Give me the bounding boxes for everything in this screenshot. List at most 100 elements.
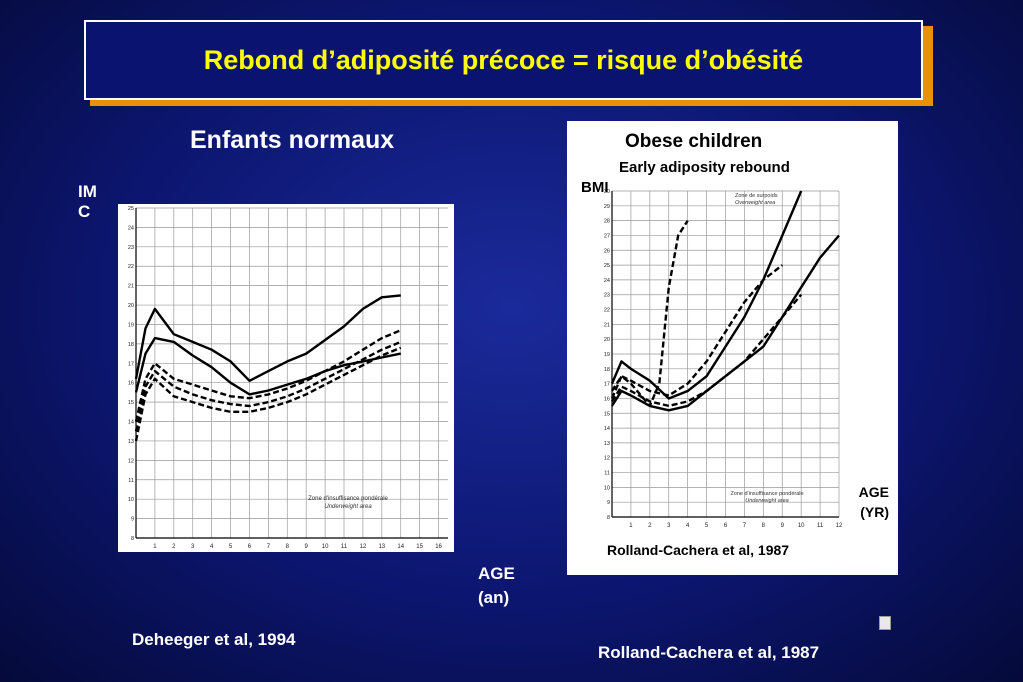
y-tick-label: 28: [604, 219, 610, 225]
y-tick-label: 16: [128, 381, 134, 387]
x-tick-label: 10: [798, 523, 805, 529]
x-tick-label: 4: [686, 523, 690, 529]
x-tick-label: 6: [248, 544, 252, 550]
y-tick-label: 20: [604, 337, 610, 343]
slide-title: Rebond d’adiposité précoce = risque d’ob…: [203, 44, 804, 75]
chart-title: Obese children: [625, 131, 762, 152]
y-tick-label: 9: [131, 517, 134, 523]
x-tick-label: 12: [836, 523, 843, 529]
x-tick-label: 7: [743, 523, 747, 529]
y-tick-label: 19: [604, 352, 610, 358]
y-tick-label: 23: [128, 245, 134, 251]
chart-right: 1 2 3 4 5 6 7 8 9 10 11 128910111213141516171819202…: [581, 131, 889, 558]
series-line: [610, 293, 803, 408]
x-axis-label: AGE: [859, 484, 889, 500]
y-tick-label: 22: [128, 264, 134, 270]
x-tick-label: 8: [286, 544, 290, 550]
y-tick-label: 11: [128, 478, 134, 484]
x-tick-label: 11: [341, 544, 348, 550]
chart-left: 1 2 3 4 5 6 7 8 9 10 11 12 13 14 15 1689101112131415161…: [128, 206, 448, 550]
y-tick-label: 26: [604, 248, 610, 254]
y-tick-label: 25: [604, 263, 610, 269]
y-tick-label: 29: [604, 204, 610, 210]
y-axis-label: BMI: [581, 179, 609, 196]
y-tick-label: 21: [128, 284, 134, 290]
y-tick-label: 27: [604, 233, 610, 239]
y-tick-label: 14: [128, 420, 134, 426]
y-axis-label-left: IMC: [78, 182, 97, 221]
y-tick-label: 9: [607, 500, 610, 506]
y-tick-label: 14: [604, 426, 610, 432]
x-tick-label: 7: [267, 544, 271, 550]
x-tick-label: 2: [648, 523, 652, 529]
y-tick-label: 12: [604, 456, 610, 462]
x-tick-label: 6: [724, 523, 728, 529]
series-line: [610, 190, 803, 400]
chart-subtitle: Early adiposity rebound: [619, 159, 790, 176]
x-tick-label: 11: [817, 523, 824, 529]
y-tick-label: 24: [604, 278, 610, 284]
y-tick-label: 20: [128, 303, 134, 309]
y-tick-label: 19: [128, 322, 134, 328]
series-line: [134, 346, 402, 442]
citation-left: Deheeger et al, 1994: [132, 630, 296, 649]
x-tick-label: 12: [360, 544, 367, 550]
y-tick-label: 21: [604, 322, 610, 328]
chart-footer: Rolland-Cachera et al, 1987: [607, 542, 789, 558]
y-tick-label: 10: [128, 497, 134, 503]
x-tick-label: 9: [305, 544, 309, 550]
y-tick-label: 13: [128, 439, 134, 445]
y-tick-label: 12: [128, 458, 134, 464]
x-tick-label: 5: [229, 544, 233, 550]
y-tick-label: 17: [128, 361, 134, 367]
annotation-text: Underweight area: [745, 498, 788, 504]
series-line: [134, 329, 402, 422]
title-box: Rebond d’adiposité précoce = risque d’ob…: [84, 20, 923, 100]
x-tick-label: 5: [705, 523, 709, 529]
x-tick-label: 10: [322, 544, 329, 550]
x-tick-label: 3: [191, 544, 195, 550]
series-line: [610, 264, 784, 397]
chart-left-panel: 1 2 3 4 5 6 7 8 9 10 11 12 13 14 15 16 8 9 10 11 12 13 14 15 16 1…: [118, 204, 454, 552]
y-tick-label: 24: [128, 225, 134, 231]
x-axis-label: (YR): [860, 504, 889, 520]
y-tick-label: 15: [128, 400, 134, 406]
annotation-text: Overweight area: [735, 200, 775, 206]
subtitle-left: Enfants normaux: [190, 126, 395, 154]
y-tick-label: 13: [604, 441, 610, 447]
series-line: [134, 294, 401, 382]
x-tick-label: 9: [781, 523, 785, 529]
y-tick-label: 8: [607, 515, 610, 521]
annotation-text: Zone d'insuffisance pondérale: [730, 491, 803, 497]
broken-image-icon: [879, 616, 891, 630]
citation-right: Rolland-Cachera et al, 1987: [598, 643, 820, 662]
y-tick-label: 10: [604, 485, 610, 491]
x-tick-label: 15: [416, 544, 423, 550]
annotation-text: Underweight area: [324, 504, 372, 510]
annotation-text: Zone de surpoids: [735, 193, 778, 199]
y-tick-label: 18: [604, 367, 610, 373]
x-axis-label-left: AGE (an): [478, 564, 515, 607]
series-line: [134, 340, 402, 432]
y-tick-label: 11: [604, 471, 610, 477]
x-tick-label: 8: [762, 523, 766, 529]
x-tick-label: 2: [172, 544, 176, 550]
series-line: [610, 219, 689, 408]
y-tick-label: 30: [604, 189, 610, 195]
y-tick-label: 18: [128, 342, 134, 348]
y-tick-label: 23: [604, 293, 610, 299]
y-tick-label: 25: [128, 206, 134, 212]
y-tick-label: 22: [604, 308, 610, 314]
x-tick-label: 1: [629, 523, 633, 529]
x-tick-label: 16: [435, 544, 442, 550]
x-tick-label: 4: [210, 544, 214, 550]
x-tick-label: 14: [397, 544, 404, 550]
y-tick-label: 15: [604, 411, 610, 417]
y-tick-label: 16: [604, 396, 610, 402]
x-tick-label: 1: [153, 544, 157, 550]
annotation-text: Zone d'insuffisance pondérale: [308, 496, 388, 502]
y-tick-label: 8: [131, 536, 134, 542]
y-tick-label: 17: [604, 382, 610, 388]
x-tick-label: 3: [667, 523, 671, 529]
chart-right-panel: 1 2 3 4 5 6 7 8 9 10 11 12 8 9 10 11 12 13 14 15 16 17 18 19 20 2…: [567, 121, 898, 575]
